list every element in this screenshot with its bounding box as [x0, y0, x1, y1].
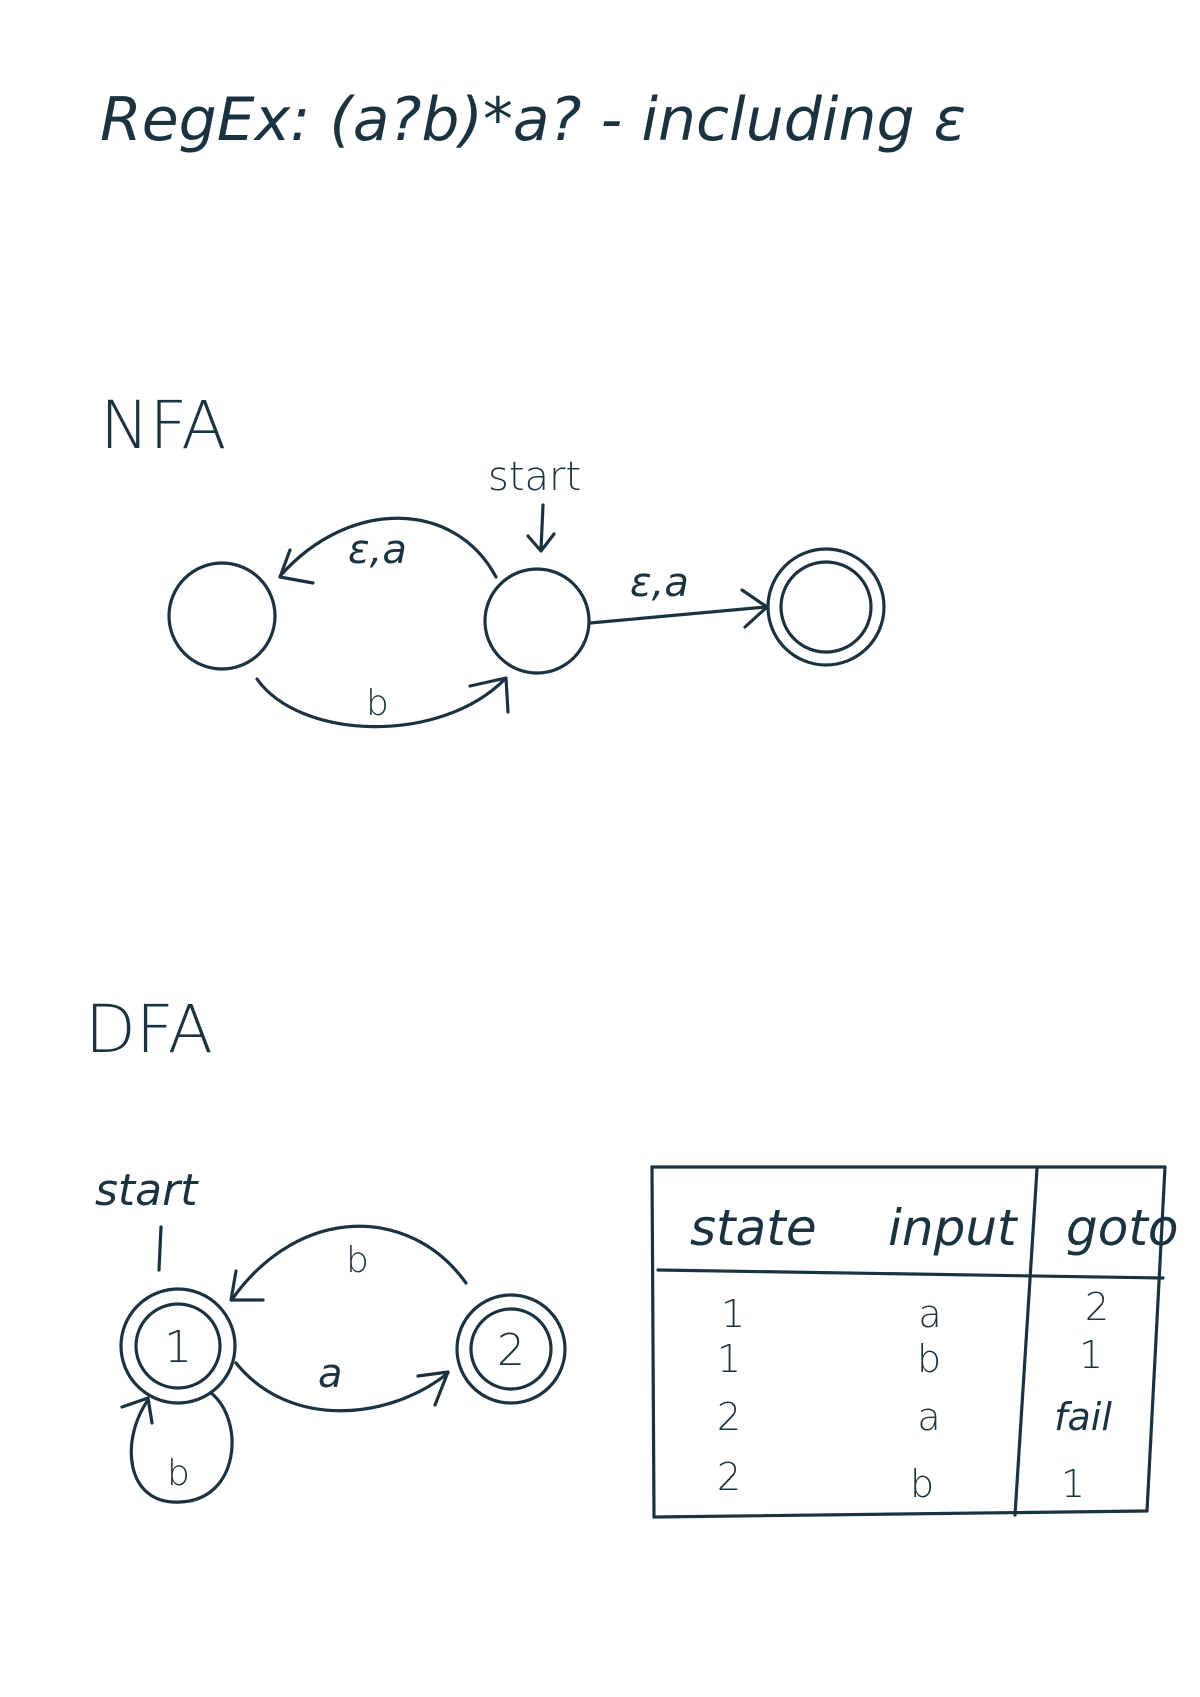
dfa-start-label: start [95, 1165, 199, 1216]
table-cell: 2 [1085, 1285, 1109, 1329]
table-cell: b [917, 1337, 941, 1381]
table-cell: a [917, 1395, 940, 1439]
nfa-edge-label-bottom: b [366, 683, 389, 724]
table-cell: b [910, 1462, 934, 1506]
table-cell: 2 [717, 1455, 741, 1499]
nfa-start-arrow [526, 503, 556, 553]
table-cell: 1 [721, 1292, 745, 1336]
dfa-edge-label-b-loop: b [167, 1453, 190, 1494]
dfa-edge-label-b-top: b [346, 1240, 369, 1281]
dfa-edge-2-to-1 [229, 1224, 468, 1302]
dfa-edge-1-to-2 [234, 1361, 450, 1413]
dfa-state-1-label: 1 [164, 1322, 192, 1373]
dfa-state-2: 2 [455, 1293, 567, 1405]
nfa-state-start [483, 567, 591, 675]
nfa-start-label: start [488, 454, 581, 500]
nfa-edge-start-to-final [588, 588, 769, 629]
nfa-edge-label-top: ε,a [348, 527, 407, 573]
table-cell: 1 [717, 1337, 741, 1381]
table-cell: fail [1054, 1395, 1112, 1439]
nfa-heading: NFA [100, 387, 226, 464]
nfa-edge-start-to-left [278, 516, 498, 585]
table-header-state: state [690, 1199, 817, 1257]
table-cell: 1 [1079, 1333, 1103, 1377]
table-header-input: input [888, 1199, 1019, 1257]
nfa-edge-label-right: ε,a [630, 560, 689, 606]
dfa-edge-label-a: a [318, 1351, 343, 1397]
dfa-state-1: 1 [119, 1287, 237, 1405]
page-title: RegEx: (a?b)*a? - including ε [100, 85, 966, 155]
dfa-edge-1-self [120, 1391, 234, 1504]
dfa-heading: DFA [85, 991, 213, 1068]
nfa-state-left [167, 561, 277, 671]
table-cell: 2 [717, 1395, 741, 1439]
dfa-state-2-label: 2 [497, 1325, 525, 1376]
dfa-start-line [157, 1225, 163, 1272]
table-header-goto: goto [1066, 1199, 1179, 1257]
nfa-state-final [766, 547, 886, 667]
nfa-edge-left-to-start [255, 676, 510, 729]
transition-table: state input goto 1 a 2 1 b 1 2 a fail 2 … [650, 1165, 1179, 1519]
table-cell: 1 [1061, 1462, 1085, 1506]
table-cell: a [918, 1292, 941, 1336]
